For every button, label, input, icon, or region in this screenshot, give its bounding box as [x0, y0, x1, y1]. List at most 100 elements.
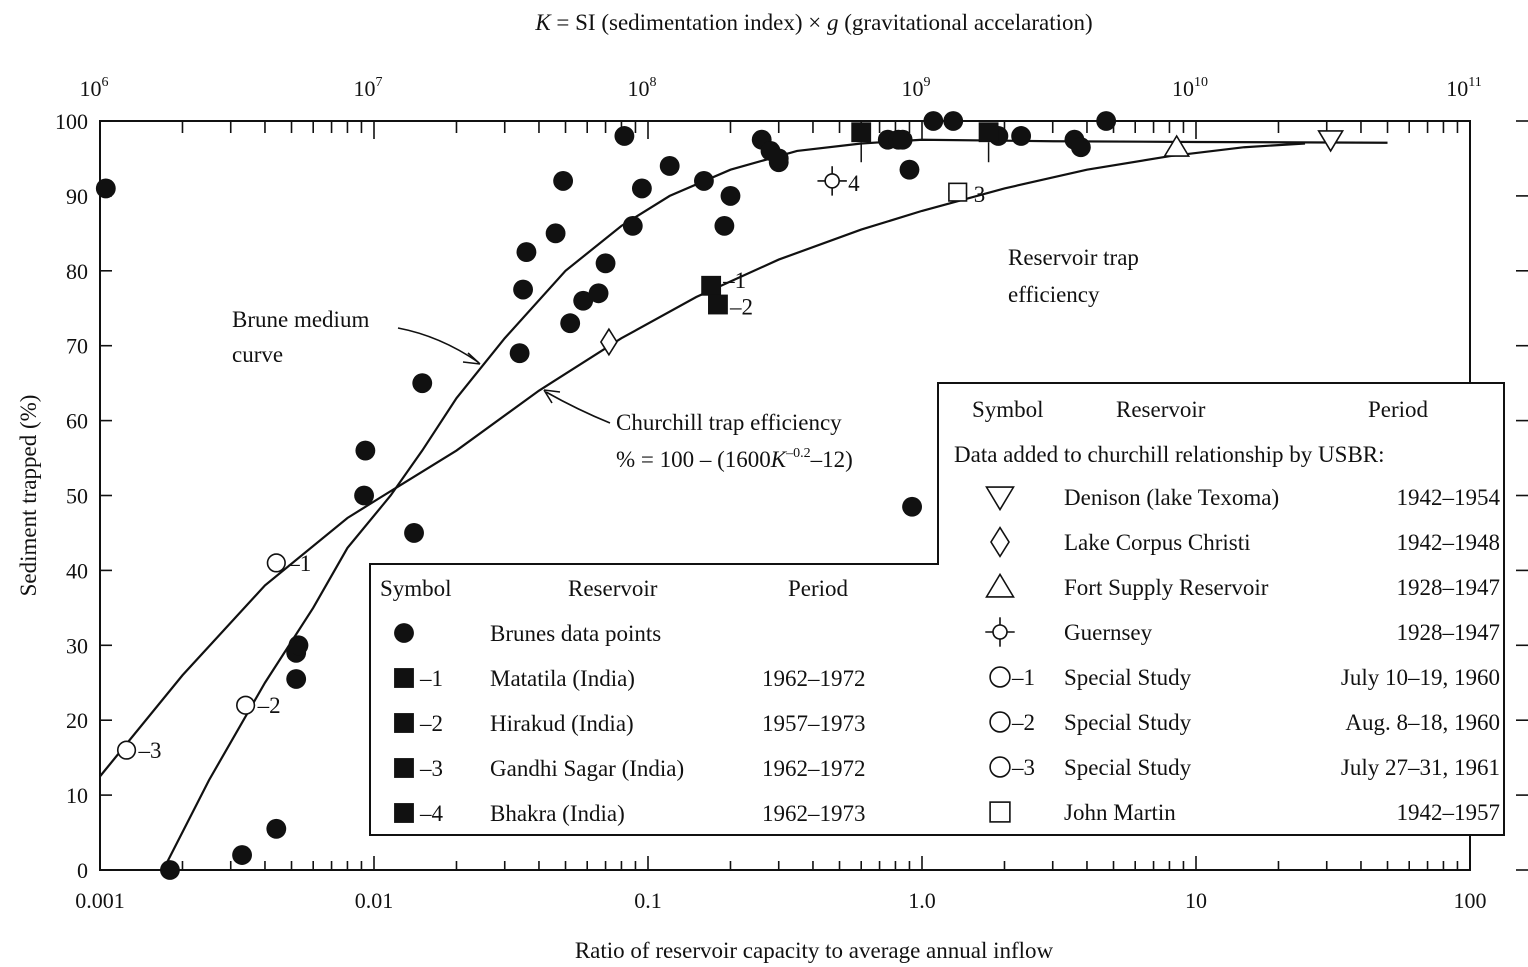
- data-point: [404, 523, 424, 543]
- data-point: [943, 111, 964, 131]
- legend-right-reservoir: Fort Supply Reservoir: [1064, 575, 1269, 600]
- legend-right-symbol: –2: [1011, 710, 1035, 735]
- marker-shape: [595, 253, 616, 274]
- legend-right-marker: [989, 711, 1011, 733]
- legend-left-header-period: Period: [788, 576, 849, 601]
- data-point: [631, 178, 652, 199]
- x-tick-label: 0.001: [75, 888, 125, 913]
- legend-left-symbol: –4: [419, 801, 444, 826]
- data-point: [412, 373, 433, 394]
- data-point: [817, 166, 847, 196]
- legend-right-period: July 10–19, 1960: [1341, 665, 1500, 690]
- legend-left-period: 1957–1973: [762, 711, 866, 736]
- data-point: [902, 496, 922, 517]
- data-point: [978, 122, 999, 143]
- legend-right-period: 1928–1947: [1397, 620, 1501, 645]
- data-point: [923, 111, 944, 131]
- y-tick-label: 0: [77, 858, 88, 883]
- legend-right-subheader: Data added to churchill relationship by …: [954, 442, 1385, 467]
- point-label: –2: [257, 693, 281, 718]
- x-axis-title: Ratio of reservoir capacity to average a…: [575, 938, 1054, 963]
- brune-label-line2: curve: [232, 342, 283, 367]
- marker-shape: [516, 242, 537, 262]
- data-point: [1163, 134, 1191, 157]
- marker-shape: [1070, 137, 1091, 158]
- marker-shape: [509, 343, 530, 364]
- marker-shape: [394, 713, 414, 733]
- data-point: [236, 695, 256, 715]
- legend-left-marker: [394, 623, 414, 643]
- legend-right-reservoir: Guernsey: [1064, 620, 1153, 645]
- legend-right-marker: [989, 666, 1011, 688]
- marker-shape: [394, 668, 414, 688]
- annotations: Brune medium curve Churchill trap efficien…: [232, 245, 1139, 472]
- marker-shape: [989, 666, 1011, 688]
- marker-shape: [989, 711, 1011, 733]
- data-point: [266, 553, 286, 573]
- marker-shape: [286, 669, 307, 689]
- data-point: [948, 182, 968, 202]
- data-point: [286, 669, 307, 689]
- y-tick-label: 50: [66, 484, 88, 509]
- top-tick-label: 107: [354, 75, 383, 101]
- data-point: [588, 283, 609, 304]
- legend-left-header-reservoir: Reservoir: [568, 576, 658, 601]
- marker-shape: [851, 122, 872, 143]
- marker-shape: [513, 279, 533, 300]
- legend-left-period: 1962–1973: [762, 801, 866, 826]
- marker-shape: [989, 756, 1011, 778]
- marker-shape: [992, 624, 1008, 640]
- data-point: [1317, 130, 1345, 153]
- data-points: –1–24–1–2–33: [95, 111, 1345, 880]
- legend-right-reservoir: Lake Corpus Christi: [1064, 530, 1251, 555]
- data-point: [720, 185, 741, 206]
- churchill-arrowhead: [543, 389, 561, 404]
- legend-right-reservoir: Special Study: [1064, 665, 1192, 690]
- point-label: –1: [287, 551, 311, 576]
- legend-right-reservoir: Denison (lake Texoma): [1064, 485, 1279, 510]
- churchill-arrow: [545, 391, 611, 424]
- data-point: [892, 129, 913, 150]
- legend-left-reservoir: Hirakud (India): [490, 711, 634, 736]
- point-label: –3: [138, 738, 162, 763]
- marker-shape: [354, 485, 374, 506]
- y-tick-label: 70: [66, 334, 88, 359]
- marker-shape: [614, 126, 635, 146]
- marker-shape: [923, 111, 944, 131]
- x-tick-label: 0.1: [634, 888, 662, 913]
- data-point: [701, 275, 722, 296]
- legend-left-reservoir: Matatila (India): [490, 666, 635, 691]
- marker-shape: [985, 572, 1015, 598]
- y-tick-label: 10: [66, 783, 88, 808]
- legends: Symbol Reservoir Period Brunes data points –…: [369, 382, 1505, 836]
- marker-shape: [160, 860, 180, 880]
- marker-shape: [1317, 130, 1345, 153]
- data-point: [595, 253, 616, 274]
- top-tick-label: 109: [902, 75, 931, 101]
- churchill-curve: [99, 142, 1306, 778]
- marker-shape: [701, 275, 722, 296]
- legend-right-marker: [990, 526, 1010, 558]
- data-point: [708, 294, 728, 315]
- marker-shape: [708, 294, 728, 315]
- marker-shape: [659, 156, 680, 176]
- marker-shape: [985, 486, 1015, 512]
- brune-arrowhead: [462, 352, 481, 365]
- legend-left-reservoir: Gandhi Sagar (India): [490, 756, 684, 781]
- legend-right-reservoir: Special Study: [1064, 755, 1192, 780]
- data-point: [116, 740, 137, 760]
- legend-right-header-reservoir: Reservoir: [1116, 397, 1206, 422]
- data-point: [614, 126, 635, 146]
- legend-right-period: July 27–31, 1961: [1341, 755, 1500, 780]
- marker-shape: [266, 553, 286, 573]
- marker-shape: [694, 171, 714, 191]
- marker-shape: [948, 182, 968, 202]
- legend-right-marker: [989, 756, 1011, 778]
- marker-shape: [899, 159, 920, 180]
- legend-right-reservoir: John Martin: [1064, 800, 1176, 825]
- marker-shape: [232, 845, 252, 865]
- data-point: [851, 122, 872, 143]
- legend-left-marker: [394, 803, 414, 823]
- point-label: 3: [974, 182, 986, 207]
